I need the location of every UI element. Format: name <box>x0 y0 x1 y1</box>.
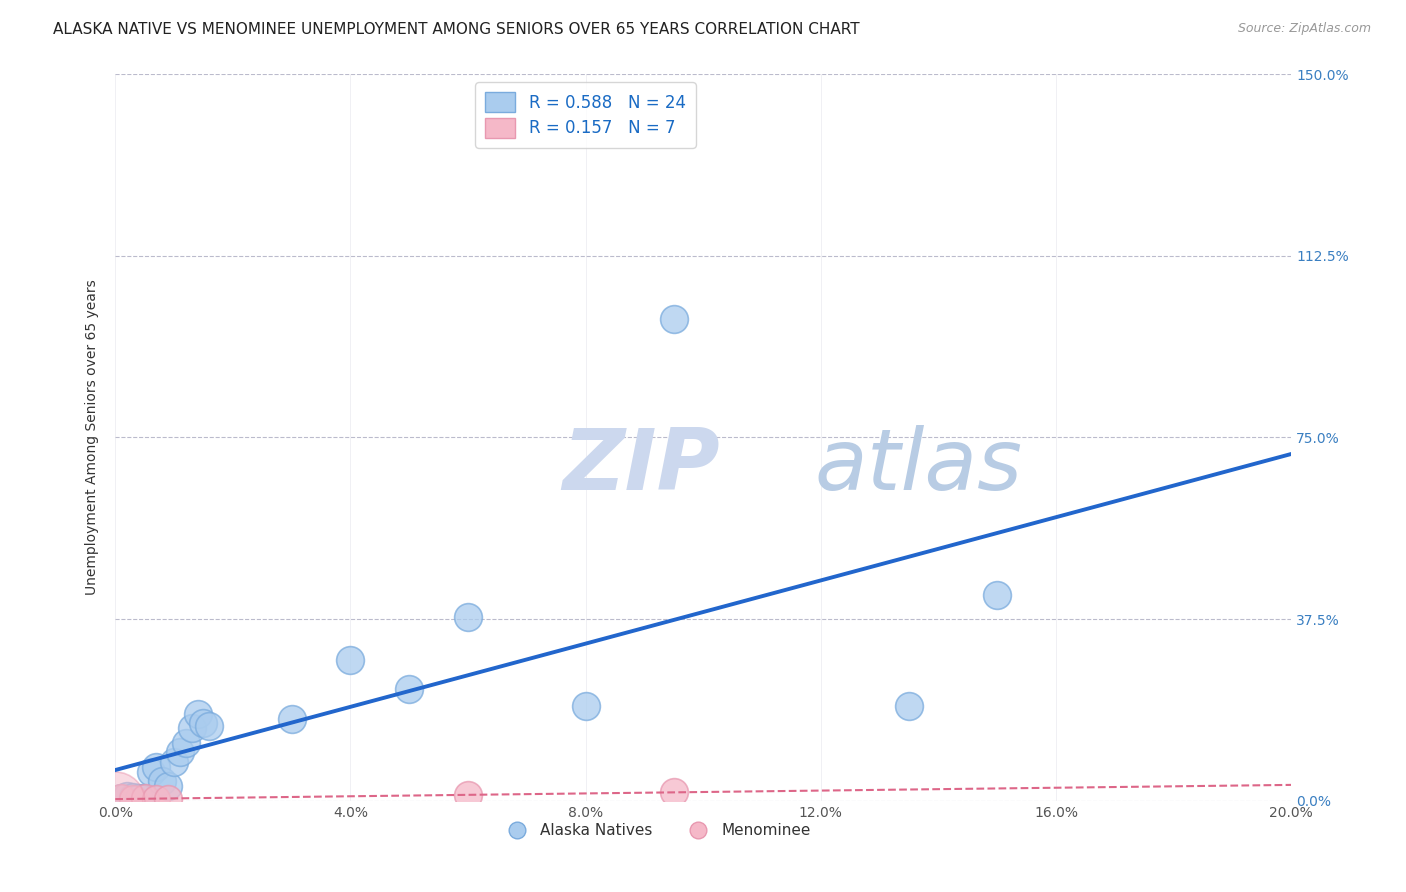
Text: Source: ZipAtlas.com: Source: ZipAtlas.com <box>1237 22 1371 36</box>
Point <box>662 311 685 326</box>
Point <box>157 792 180 806</box>
Point <box>145 760 167 774</box>
Point <box>198 719 221 733</box>
Point <box>104 794 127 808</box>
Point <box>157 780 180 794</box>
Point <box>662 785 685 799</box>
Point <box>115 789 138 803</box>
Point <box>457 788 479 802</box>
Point <box>986 588 1008 602</box>
Point <box>187 706 209 721</box>
Point <box>339 653 361 667</box>
Y-axis label: Unemployment Among Seniors over 65 years: Unemployment Among Seniors over 65 years <box>86 279 100 595</box>
Point <box>122 790 145 805</box>
Point <box>110 791 132 805</box>
Point <box>169 746 191 760</box>
Point <box>898 699 921 714</box>
Point <box>134 791 156 805</box>
Text: atlas: atlas <box>815 425 1024 508</box>
Point <box>110 791 132 805</box>
Point <box>150 774 173 789</box>
Point <box>139 764 162 779</box>
Legend: Alaska Natives, Menominee: Alaska Natives, Menominee <box>496 817 817 844</box>
Text: ALASKA NATIVE VS MENOMINEE UNEMPLOYMENT AMONG SENIORS OVER 65 YEARS CORRELATION : ALASKA NATIVE VS MENOMINEE UNEMPLOYMENT … <box>53 22 860 37</box>
Point <box>575 699 598 714</box>
Point <box>134 791 156 805</box>
Point <box>280 711 302 725</box>
Point <box>193 716 215 731</box>
Point <box>163 755 186 769</box>
Point <box>457 609 479 624</box>
Point <box>174 736 197 750</box>
Point <box>122 792 145 806</box>
Point <box>398 682 420 697</box>
Point <box>180 721 202 735</box>
Point <box>128 791 150 805</box>
Point <box>145 792 167 806</box>
Text: ZIP: ZIP <box>562 425 720 508</box>
